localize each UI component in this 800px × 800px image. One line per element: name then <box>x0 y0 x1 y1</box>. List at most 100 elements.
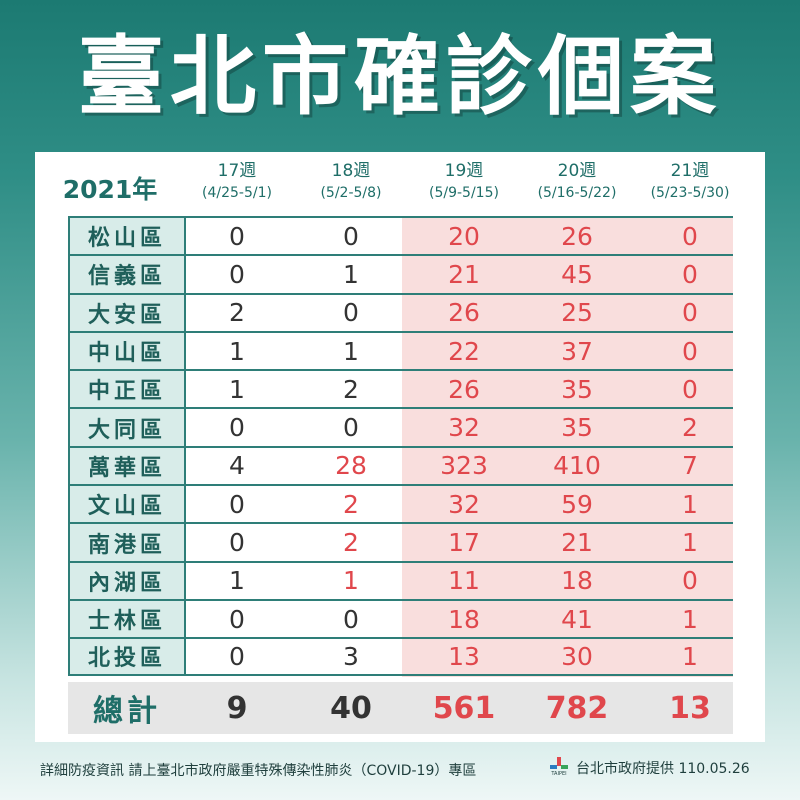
case-count-cell: 0 <box>682 374 698 404</box>
case-count-cell: 0 <box>229 413 245 443</box>
district-label: 大同區 <box>68 409 186 446</box>
week-header: 20週 (5/16-5/22) <box>521 160 633 204</box>
table-row: 大安區 2 0 26 25 0 <box>68 292 733 331</box>
case-count-cell: 26 <box>448 374 480 404</box>
case-count-cell: 20 <box>448 221 480 251</box>
total-value-cell: 40 <box>330 690 372 726</box>
case-count-cell: 4 <box>229 451 245 481</box>
case-count-cell: 0 <box>343 221 359 251</box>
district-label: 士林區 <box>68 600 186 638</box>
case-count-cell: 0 <box>682 221 698 251</box>
week-header: 18週 (5/2-5/8) <box>295 160 407 204</box>
week-range: (4/25-5/1) <box>202 185 272 201</box>
table-row: 文山區 0 2 32 59 1 <box>68 484 733 523</box>
case-count-cell: 0 <box>682 259 698 289</box>
total-value-cell: 9 <box>226 690 248 726</box>
case-count-cell: 1 <box>229 336 245 366</box>
case-count-cell: 28 <box>335 451 367 481</box>
week-range: (5/16-5/22) <box>537 185 617 201</box>
case-count-cell: 22 <box>448 336 480 366</box>
case-count-cell: 0 <box>229 259 245 289</box>
case-count-cell: 26 <box>561 221 593 251</box>
case-count-cell: 35 <box>561 413 593 443</box>
case-count-cell: 1 <box>343 336 359 366</box>
district-label: 北投區 <box>68 639 186 674</box>
case-count-cell: 0 <box>343 298 359 328</box>
table-row: 內湖區 1 1 11 18 0 <box>68 560 733 599</box>
case-count-cell: 1 <box>229 374 245 404</box>
week-range: (5/23-5/30) <box>650 185 730 201</box>
case-count-cell: 2 <box>343 489 359 519</box>
district-label: 大安區 <box>68 294 186 331</box>
case-count-cell: 0 <box>229 604 245 634</box>
case-count-cell: 59 <box>561 489 593 519</box>
case-count-cell: 410 <box>553 451 601 481</box>
week-range: (5/9-5/15) <box>429 185 499 201</box>
case-count-cell: 2 <box>229 298 245 328</box>
district-label: 南港區 <box>68 524 186 561</box>
case-count-cell: 21 <box>561 528 593 558</box>
week-number: 17週 <box>217 161 257 181</box>
footer-note: 詳細防疫資訊 請上臺北市政府嚴重特殊傳染性肺炎（COVID-19）專區 <box>40 763 477 779</box>
case-count-cell: 0 <box>229 641 245 671</box>
case-count-cell: 26 <box>448 298 480 328</box>
table-row: 松山區 0 0 20 26 0 <box>68 216 733 255</box>
cases-grid: 松山區 0 0 20 26 0 信義區 0 1 21 45 0 大安區 2 0 26 25 0 中山區 1 1 22 37 0… <box>68 216 733 676</box>
district-label: 萬華區 <box>68 447 186 485</box>
case-count-cell: 35 <box>561 374 593 404</box>
case-count-cell: 1 <box>682 489 698 519</box>
case-count-cell: 11 <box>448 566 480 596</box>
week-number: 18週 <box>331 161 371 181</box>
case-count-cell: 17 <box>448 528 480 558</box>
case-count-cell: 2 <box>682 413 698 443</box>
case-count-cell: 0 <box>343 413 359 443</box>
district-label: 松山區 <box>68 218 186 255</box>
case-count-cell: 1 <box>682 604 698 634</box>
case-count-cell: 2 <box>343 528 359 558</box>
case-count-cell: 32 <box>448 489 480 519</box>
total-value-cell: 13 <box>669 690 711 726</box>
total-row: 總計 9 40 561 782 13 <box>68 682 733 734</box>
case-count-cell: 0 <box>343 604 359 634</box>
cases-table-card: 2021年 17週 (4/25-5/1) 18週 (5/2-5/8) 19週 (5/9-5… <box>35 152 765 742</box>
table-row: 士林區 0 0 18 41 1 <box>68 598 733 638</box>
case-count-cell: 18 <box>448 604 480 634</box>
case-count-cell: 1 <box>343 259 359 289</box>
case-count-cell: 1 <box>229 566 245 596</box>
table-row: 中正區 1 2 26 35 0 <box>68 369 733 408</box>
case-count-cell: 0 <box>682 298 698 328</box>
week-number: 19週 <box>444 161 484 181</box>
case-count-cell: 45 <box>561 259 593 289</box>
case-count-cell: 41 <box>561 604 593 634</box>
case-count-cell: 0 <box>229 528 245 558</box>
total-label: 總計 <box>93 694 161 729</box>
case-count-cell: 37 <box>561 336 593 366</box>
case-count-cell: 0 <box>682 566 698 596</box>
case-count-cell: 0 <box>682 336 698 366</box>
year-label: 2021年 <box>62 175 158 204</box>
credit-text: 台北市政府提供 110.05.26 <box>576 761 750 777</box>
district-label: 中山區 <box>68 332 186 370</box>
week-number: 21週 <box>670 161 710 181</box>
district-label: 文山區 <box>68 486 186 523</box>
taipei-logo-icon: TAIPEI <box>548 757 570 779</box>
district-label: 內湖區 <box>68 562 186 599</box>
table-row: 中山區 1 1 22 37 0 <box>68 330 733 370</box>
case-count-cell: 32 <box>448 413 480 443</box>
page-title: 臺北市確診個案 <box>78 26 722 127</box>
table-row: 信義區 0 1 21 45 0 <box>68 254 733 293</box>
case-count-cell: 1 <box>682 641 698 671</box>
case-count-cell: 323 <box>440 451 488 481</box>
week-header: 21週 (5/23-5/30) <box>634 160 746 204</box>
week-header: 17週 (4/25-5/1) <box>181 160 293 204</box>
case-count-cell: 25 <box>561 298 593 328</box>
case-count-cell: 21 <box>448 259 480 289</box>
credit: TAIPEI 台北市政府提供 110.05.26 <box>548 757 750 779</box>
table-row: 北投區 0 3 13 30 1 <box>68 637 733 676</box>
case-count-cell: 1 <box>682 528 698 558</box>
table-row: 萬華區 4 28 323 410 7 <box>68 445 733 485</box>
district-label: 信義區 <box>68 256 186 293</box>
case-count-cell: 3 <box>343 641 359 671</box>
case-count-cell: 2 <box>343 374 359 404</box>
week-header: 19週 (5/9-5/15) <box>408 160 520 204</box>
